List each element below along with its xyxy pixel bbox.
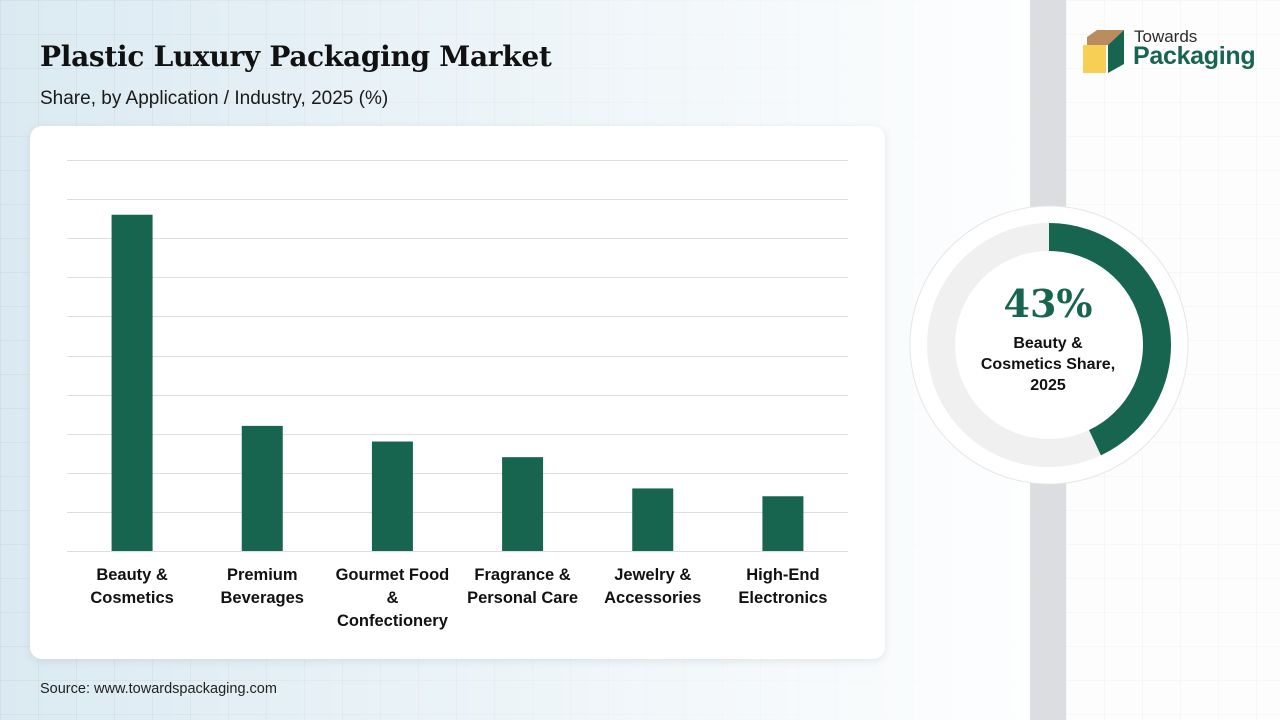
logo-text-packaging: Packaging (1133, 42, 1256, 70)
kpi-label: Beauty & Cosmetics Share, 2025 (963, 333, 1133, 396)
page-subtitle: Share, by Application / Industry, 2025 (… (40, 88, 389, 109)
x-tick-label-line: High-End (746, 566, 820, 584)
chart-card: Beauty & Cosmetics Premium Beverages Gourmet… (30, 126, 885, 659)
page-title: Plastic Luxury Packaging Market (40, 40, 552, 73)
x-tick-label-line: Electronics (738, 589, 828, 607)
x-tick-label: High-End Electronics (719, 564, 847, 610)
x-tick-label-line: Jewelry & (614, 566, 692, 584)
logo-box-side (1108, 30, 1124, 73)
donut-chart (909, 205, 1189, 485)
x-tick-label-line: Beauty & (96, 566, 168, 584)
bar (762, 496, 804, 551)
bar (241, 425, 283, 551)
bar-chart (67, 160, 848, 552)
x-tick-label: Jewelry & Accessories (589, 564, 717, 610)
kpi-label-line: Beauty & (1013, 335, 1083, 352)
source-note: Source: www.towardspackaging.com (40, 681, 277, 697)
x-tick-label-line: Fragrance & (474, 566, 571, 584)
bar (111, 214, 153, 551)
x-tick-label-line: Premium (226, 566, 298, 584)
x-tick-label-line: Accessories (604, 589, 702, 607)
logo-text-towards: Towards (1134, 27, 1198, 46)
x-tick-label-line: & (386, 589, 399, 607)
x-tick-label-line: Beverages (220, 589, 304, 607)
kpi-value: 43% (1003, 281, 1093, 326)
x-tick-label: Beauty & Cosmetics (68, 564, 196, 610)
x-tick-label-line: Personal Care (467, 589, 579, 607)
logo-box-front (1083, 45, 1106, 73)
x-tick-label-line: Gourmet Food (335, 566, 450, 584)
x-tick-label-line: Confectionery (336, 612, 448, 630)
bar (632, 488, 674, 551)
donut-value-arc (1048, 223, 1171, 456)
x-tick-label: Gourmet Food & Confectionery (328, 564, 456, 633)
x-tick-label: Fragrance & Personal Care (459, 564, 587, 610)
kpi-donut (908, 204, 1190, 486)
x-tick-label-line: Cosmetics (90, 589, 174, 607)
x-tick-label: Premium Beverages (198, 564, 326, 610)
towards-packaging-logo (1083, 30, 1124, 73)
logo-box-top (1087, 30, 1124, 45)
bar (502, 457, 544, 551)
bar (371, 441, 413, 551)
kpi-label-line: 2025 (1030, 377, 1066, 394)
kpi-label-line: Cosmetics Share, (980, 356, 1116, 373)
